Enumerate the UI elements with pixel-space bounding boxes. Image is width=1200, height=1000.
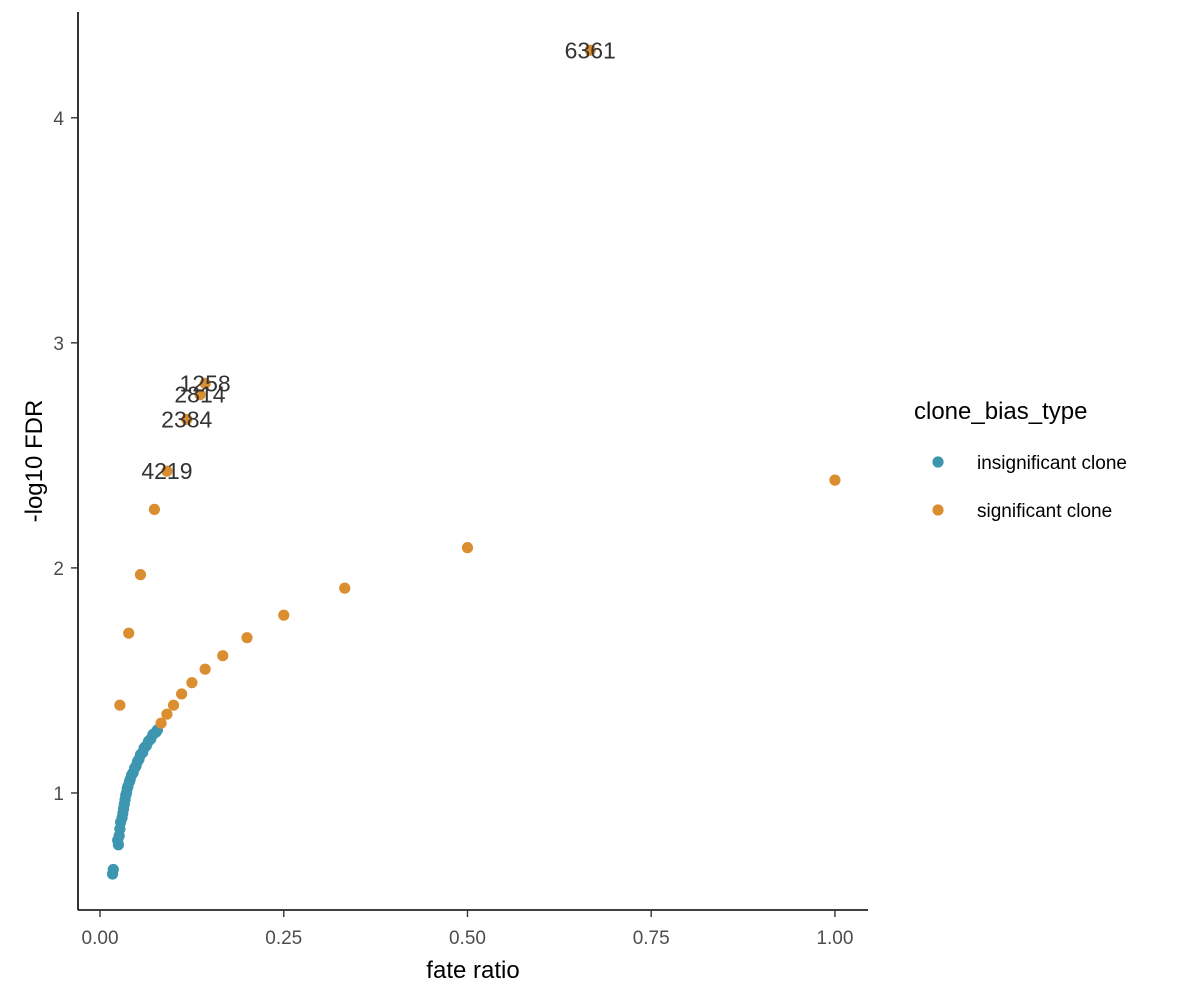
x-tick-label: 0.50 — [449, 928, 486, 949]
data-point — [148, 503, 161, 515]
data-point — [241, 632, 253, 644]
y-axis-ticks: 1 2 3 4 — [53, 109, 78, 805]
data-point — [186, 677, 198, 689]
point-label: 2384 — [161, 406, 212, 432]
legend-title: clone_bias_type — [914, 398, 1087, 425]
data-point — [134, 569, 147, 581]
data-point — [217, 650, 229, 662]
y-tick-label: 1 — [53, 784, 64, 805]
series-insignificant-clone — [106, 724, 163, 880]
data-point — [181, 413, 193, 425]
y-tick-label: 2 — [53, 559, 64, 580]
data-point — [278, 609, 290, 621]
point-label: 4219 — [141, 458, 192, 484]
data-point — [123, 627, 135, 639]
x-tick-label: 0.25 — [265, 928, 302, 949]
series-significant-clone — [114, 44, 841, 729]
data-point — [199, 663, 211, 675]
point-label: 1258 — [180, 370, 231, 396]
legend-key — [932, 456, 944, 468]
legend-key — [932, 504, 944, 516]
data-point — [114, 699, 126, 711]
data-point — [161, 465, 173, 477]
data-point — [199, 377, 211, 389]
point-label: 6361 — [565, 37, 616, 63]
data-point — [161, 708, 173, 720]
data-point — [461, 542, 474, 554]
y-tick-label: 4 — [53, 109, 64, 130]
data-point — [176, 688, 188, 700]
data-point — [584, 44, 596, 56]
x-tick-label: 0.00 — [82, 928, 119, 949]
data-point — [829, 474, 841, 486]
data-point — [339, 582, 351, 594]
data-point — [194, 389, 206, 401]
legend-items: insignificant clone significant clone — [932, 453, 1127, 522]
data-point — [107, 863, 119, 876]
y-tick-label: 3 — [53, 334, 64, 355]
y-axis-title: -log10 FDR — [21, 400, 48, 523]
x-tick-label: 1.00 — [816, 928, 853, 949]
legend: clone_bias_type insignificant clone signi… — [914, 398, 1127, 522]
x-axis-ticks: 0.00 0.25 0.50 0.75 1.00 — [82, 910, 853, 949]
legend-label: significant clone — [977, 501, 1112, 522]
x-axis-title: fate ratio — [426, 957, 519, 984]
data-point — [167, 699, 180, 711]
x-tick-label: 0.75 — [633, 928, 670, 949]
data-point — [155, 717, 167, 729]
point-label: 2814 — [174, 382, 225, 408]
legend-label: insignificant clone — [977, 453, 1127, 474]
